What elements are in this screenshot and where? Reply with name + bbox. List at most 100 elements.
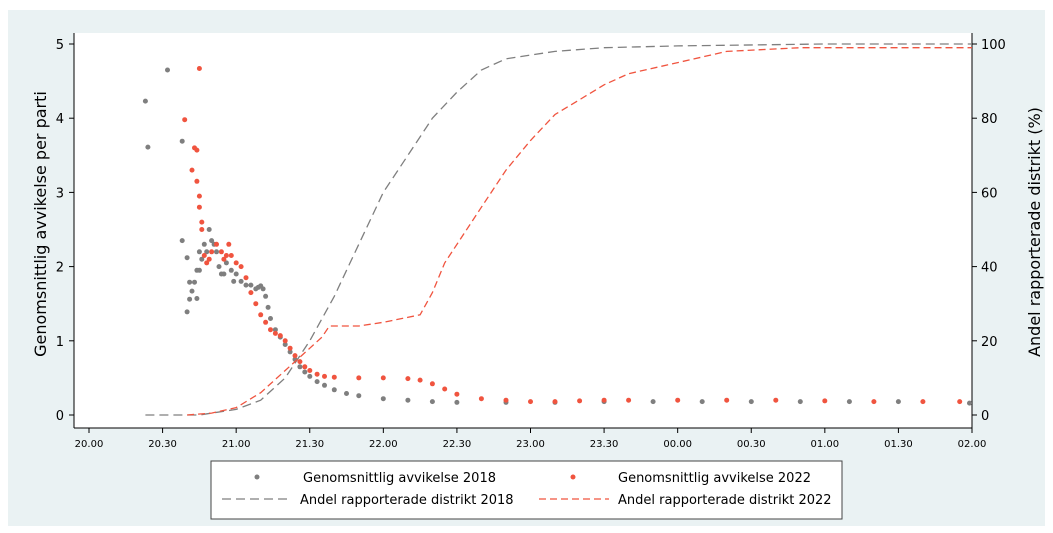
data-point (577, 398, 583, 404)
data-point (297, 359, 303, 365)
data-point (187, 296, 193, 302)
series-2 (145, 43, 972, 416)
data-point (297, 364, 303, 370)
y-left-tick-label: 4 (56, 112, 64, 127)
data-point (201, 241, 207, 247)
data-point (206, 256, 212, 262)
data-point (179, 238, 185, 244)
y-right-tick-label: 60 (981, 186, 998, 201)
data-point (196, 66, 202, 71)
data-point (233, 271, 239, 277)
data-point (322, 382, 327, 388)
x-tick-label: 22.00 (369, 439, 398, 450)
data-point (233, 260, 239, 266)
data-point (344, 391, 349, 396)
data-point (196, 204, 202, 210)
data-point (258, 312, 264, 318)
data-point (552, 399, 558, 405)
series-1 (182, 66, 963, 405)
data-point (179, 138, 185, 144)
y-left-tick-label: 2 (56, 261, 64, 276)
data-point (196, 249, 202, 255)
data-point (302, 364, 308, 370)
data-point (194, 178, 200, 184)
data-point (263, 319, 269, 325)
x-tick-label: 01.30 (884, 439, 913, 450)
data-point (650, 399, 656, 405)
data-point (248, 290, 254, 296)
legend-label-line-2018: Andel rapporterade distrikt 2018 (300, 493, 514, 508)
y-right-tick-label: 40 (981, 261, 998, 276)
x-tick-label: 00.30 (737, 439, 766, 450)
data-point (199, 219, 205, 225)
data-point (277, 333, 283, 339)
data-point (292, 353, 298, 359)
data-point (145, 144, 151, 150)
data-point (184, 309, 190, 315)
x-tick-label: 02.00 (958, 439, 987, 450)
data-point (248, 282, 254, 288)
x-tick-label: 21.30 (295, 439, 324, 450)
data-point (454, 399, 460, 405)
data-point (287, 349, 293, 355)
data-point (268, 316, 273, 321)
data-point (405, 376, 411, 382)
data-point (142, 98, 148, 104)
x-tick-label: 01.00 (811, 439, 840, 450)
data-point (442, 386, 448, 392)
x-tick-label: 21.00 (222, 439, 251, 450)
y-right-tick-label: 100 (981, 38, 1006, 53)
data-point (528, 399, 533, 405)
data-point (724, 397, 730, 403)
data-point (243, 275, 249, 281)
data-point (417, 377, 423, 383)
data-point (238, 264, 244, 270)
data-point (231, 278, 237, 284)
data-point (282, 338, 288, 344)
x-tick-label: 20.30 (148, 439, 177, 450)
data-point (967, 400, 972, 406)
data-point (429, 399, 435, 405)
data-point (196, 267, 202, 273)
data-point (196, 193, 202, 199)
y-left-tick-label: 0 (56, 409, 64, 424)
data-point (263, 293, 269, 299)
data-point (895, 399, 901, 405)
data-point (189, 288, 195, 294)
data-point (187, 279, 193, 285)
data-point (314, 371, 320, 377)
data-point (214, 249, 219, 255)
data-point (307, 368, 313, 373)
y-left-tick-label: 5 (56, 38, 64, 53)
data-point (268, 327, 273, 333)
y-right-tick-label: 20 (981, 335, 998, 350)
data-point (228, 253, 234, 258)
x-tick-label: 23.30 (590, 439, 619, 450)
data-point (204, 249, 210, 255)
data-point (314, 379, 320, 385)
data-point (626, 397, 632, 403)
data-point (601, 397, 607, 403)
legend-label-dots-2022: Genomsnittlig avvikelse 2022 (618, 471, 811, 486)
data-point (454, 391, 460, 397)
data-point (675, 397, 681, 403)
data-point (194, 147, 200, 153)
series-0 (142, 67, 972, 406)
data-point (184, 255, 190, 261)
data-point (405, 397, 411, 403)
data-point (260, 286, 266, 292)
data-point (302, 369, 308, 375)
data-point (221, 271, 227, 277)
data-point (253, 301, 259, 307)
data-point (218, 249, 224, 255)
data-point (331, 374, 337, 380)
data-point (307, 373, 313, 379)
data-point (920, 399, 926, 405)
data-point (356, 393, 362, 399)
plot-area (74, 33, 972, 428)
data-point (206, 227, 212, 232)
legend-label-dots-2018: Genomsnittlig avvikelse 2018 (303, 471, 496, 486)
chart-marks (142, 43, 972, 416)
data-point (194, 296, 200, 301)
data-point (957, 399, 963, 405)
